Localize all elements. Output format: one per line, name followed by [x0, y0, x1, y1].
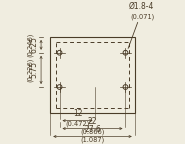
Text: 5.75: 5.75: [29, 61, 38, 78]
Text: 22: 22: [88, 117, 97, 126]
Bar: [50, 37, 135, 113]
Text: (0.472): (0.472): [65, 121, 90, 127]
Text: (0.246): (0.246): [27, 33, 34, 57]
Text: (1.087): (1.087): [80, 137, 105, 143]
Text: (0.226): (0.226): [27, 58, 34, 82]
Text: 12: 12: [73, 109, 82, 118]
Text: Ø1.8-4: Ø1.8-4: [129, 2, 154, 11]
Text: 27.6: 27.6: [84, 125, 101, 134]
Text: (0.866): (0.866): [80, 129, 105, 135]
Text: 6.25: 6.25: [29, 36, 38, 53]
Text: (0.071): (0.071): [130, 13, 154, 20]
